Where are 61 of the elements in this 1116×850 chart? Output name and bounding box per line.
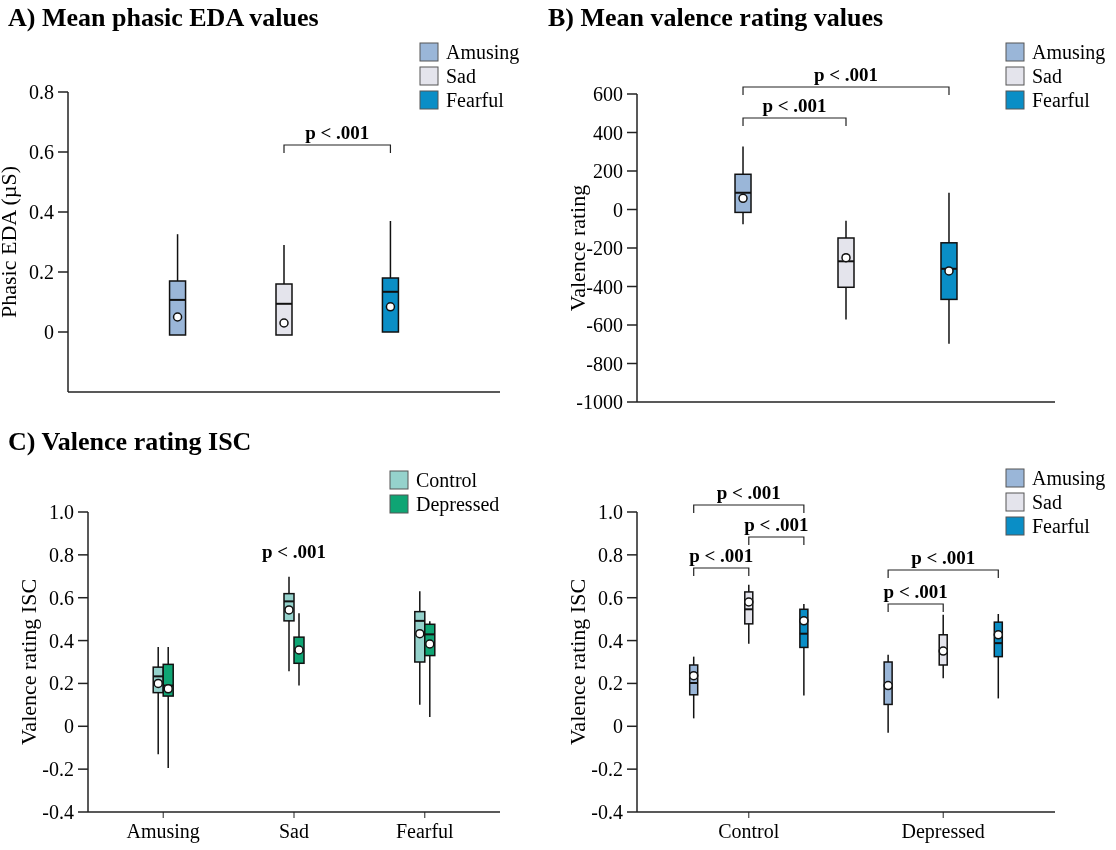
y-tick-label: -800 [586,352,623,375]
annotation: p < .001 [744,514,809,535]
legend-label: Amusing [1032,41,1106,64]
y-tick-label: 0.6 [29,141,54,163]
y-tick-label: 1.0 [49,501,74,523]
text: p < .001 [813,64,879,85]
legend-label: Sad [1032,65,1062,87]
y-tick-label: 0.6 [598,586,623,609]
y-tick-label: 0 [613,198,623,221]
annotation: p < .001 [762,95,827,116]
y-axis-title: Phasic EDA (µS) [0,165,21,319]
annotation: p < .001 [689,545,754,566]
y-tick-label: -600 [586,314,623,336]
x-tick-label: Depressed [901,820,985,843]
y-tick-label: 0 [613,715,623,738]
y-tick-label: 0.4 [598,629,623,652]
y-tick-label: -0.2 [42,758,74,781]
legend-label: Depressed [416,493,500,516]
y-tick-label: 1.0 [598,501,623,523]
x-tick-label: Control [718,820,780,842]
x-tick-label: Amusing [126,820,200,843]
y-tick-label: 600 [593,83,623,105]
y-tick-label: 400 [593,121,623,144]
annotation: p < .001 [305,122,370,143]
y-tick-label: 0.4 [29,201,54,223]
y-tick-label: 0.8 [49,543,74,566]
y-tick-label: 0.2 [598,672,623,695]
y-tick-label: -0.4 [42,801,74,823]
y-tick-label: 0.2 [29,261,54,283]
annotation: p < .001 [261,541,327,562]
x-tick-label: Fearful [395,820,455,842]
y-tick-label: 0.8 [598,543,623,566]
chart-title: A) Mean phasic EDA values [8,3,319,32]
y-tick-label: 0.8 [29,81,54,103]
y-tick-label: -200 [586,237,623,259]
y-axis-title: Valence rating ISC [565,578,590,746]
y-tick-label: 0.4 [49,629,74,652]
legend-label: Fearful [1032,515,1091,537]
legend-label: Amusing [1032,467,1106,490]
y-tick-label: -1000 [576,391,623,413]
chart-title: B) Mean valence rating values [548,3,884,32]
y-tick-label: 0.2 [49,672,74,695]
y-axis-title: Valence rating ISC [16,578,41,746]
y-tick-label: 0 [64,715,74,738]
legend-label: Sad [1032,491,1062,513]
text: p < .001 [716,482,781,503]
chart-title: C) Valence rating ISC [8,427,252,456]
y-tick-label: 0.6 [49,586,74,609]
legend-label: Fearful [1032,89,1091,111]
y-tick-label: 0 [44,321,54,343]
legend-label: Amusing [446,41,520,64]
annotation: p < .001 [883,581,948,602]
x-tick-label: Sad [279,820,309,842]
y-tick-label: -400 [586,275,623,298]
legend-label: Control [416,469,478,491]
y-tick-label: -0.2 [591,758,623,781]
y-tick-label: -0.4 [591,801,623,823]
legend-label: Fearful [446,89,505,111]
annotation: p < .001 [911,547,976,568]
y-tick-label: 200 [593,160,623,182]
legend-label: Sad [446,65,476,87]
